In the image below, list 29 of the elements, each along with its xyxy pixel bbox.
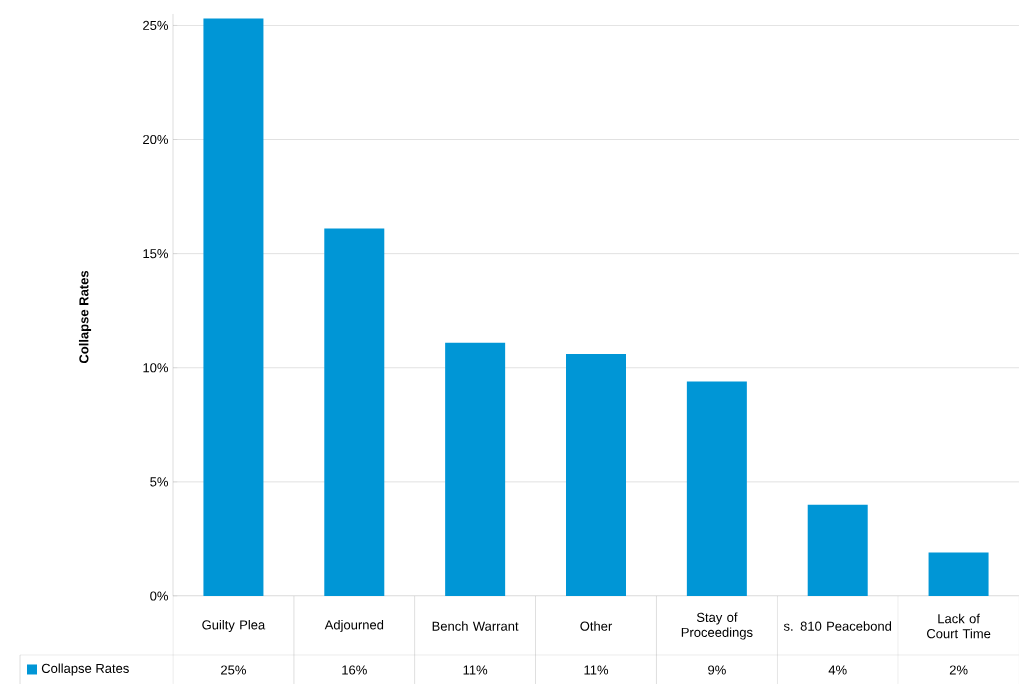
x-tick-label: Guilty Plea [202,619,266,633]
bar [807,504,868,596]
data-label: 25% [221,665,246,675]
y-tick-label: 15% [143,249,169,259]
y-tick-label: 25% [143,20,169,30]
y-tick-label: 5% [150,477,169,487]
bar [324,228,385,596]
x-tick-label: Bench Warrant [432,621,519,631]
legend-label: Collapse Rates [41,663,129,676]
x-tick-label: Adjourned [324,619,384,633]
data-label: 11% [584,665,609,675]
x-tick-label: Other [580,621,613,631]
data-label: 2% [949,665,968,675]
bar [928,552,989,596]
data-label: 11% [463,665,488,675]
x-tick-label: Lack of Court Time [927,613,991,639]
y-axis-title: Collapse Rates [78,270,92,364]
y-tick-label: 0% [150,591,169,601]
data-label: 9% [708,665,726,675]
bar [203,18,264,596]
bar [445,342,506,596]
bar [686,381,747,596]
bar [566,354,626,596]
y-tick-label: 20% [143,134,169,145]
data-label: 16% [342,665,367,675]
x-tick-label: Stay of Proceedings [681,612,753,640]
x-tick-label: s. 810 Peacebond [783,621,892,631]
data-label: 4% [828,665,847,675]
y-tick-label: 10% [143,363,169,373]
